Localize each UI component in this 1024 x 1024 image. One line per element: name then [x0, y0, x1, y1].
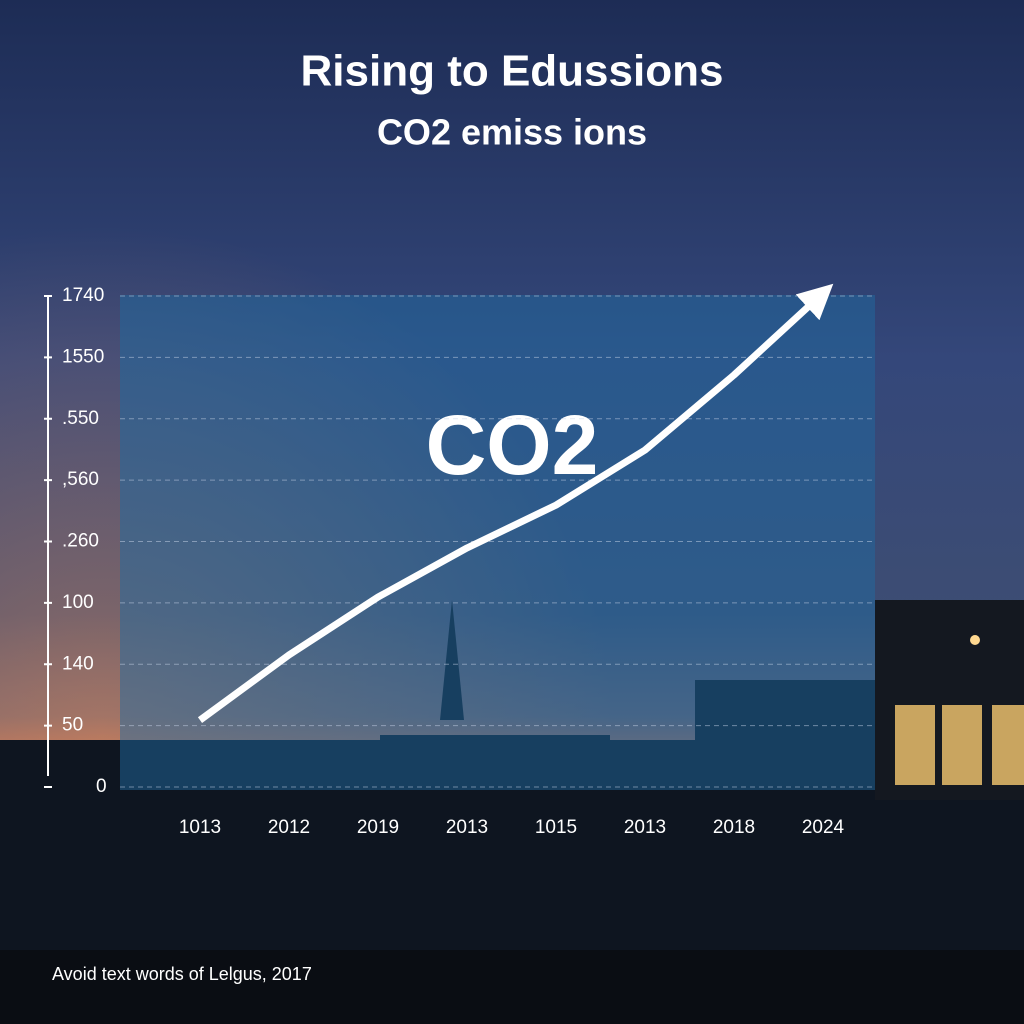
x-tick-label: 1013 [179, 817, 221, 838]
data-line [197, 283, 834, 723]
x-tick-label: 2012 [268, 817, 310, 838]
x-tick-label: 1015 [535, 817, 577, 838]
x-tick-label: 2013 [624, 817, 666, 838]
y-tick-label: 100 [62, 592, 94, 613]
y-tick-label: .260 [62, 531, 99, 552]
y-tick-label: ,560 [62, 469, 99, 490]
chart-subtitle: CO2 emiss ions [377, 112, 647, 153]
annotation: CO2 [426, 398, 599, 492]
x-tick-label: 2013 [446, 817, 488, 838]
y-tick-label: .550 [62, 408, 99, 429]
y-tick-label: 140 [62, 653, 94, 674]
chart-title: Rising to Edussions [301, 47, 724, 96]
y-tick-label: 0 [96, 776, 107, 797]
x-tick-label: 2019 [357, 817, 399, 838]
footer: Avoid text words of Lelgus, 2017 [52, 964, 312, 984]
plot-panel [120, 295, 875, 790]
building [875, 600, 1024, 800]
y-tick-label: 50 [62, 715, 83, 736]
x-tick-label: 2024 [802, 817, 845, 838]
y-tick-label: 1550 [62, 346, 104, 367]
y-tick-label: 1740 [62, 285, 104, 306]
x-tick-label: 2018 [713, 817, 755, 838]
ground [0, 950, 1024, 1024]
